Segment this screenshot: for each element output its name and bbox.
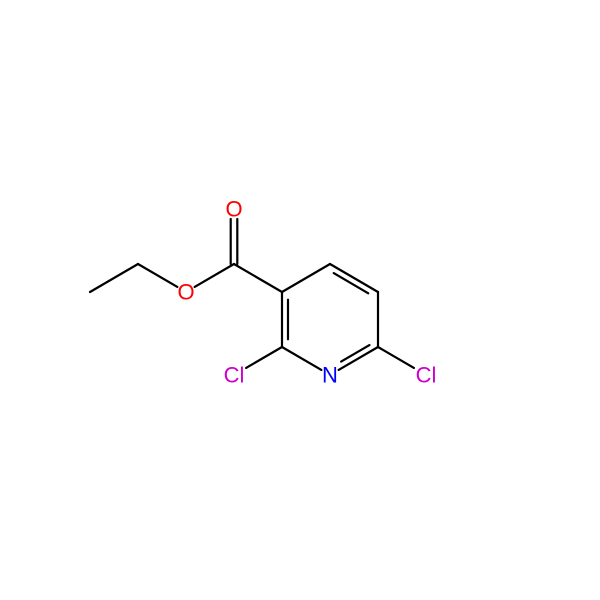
chemical-structure-diagram: N O O Cl Cl [0,0,600,600]
atom-label-o1: O [225,197,242,222]
atom-label-n: N [322,363,338,388]
canvas-background [0,0,600,600]
atom-label-o2: O [177,280,194,305]
atom-label-cl2: Cl [416,363,437,388]
atom-label-cl1: Cl [224,363,245,388]
